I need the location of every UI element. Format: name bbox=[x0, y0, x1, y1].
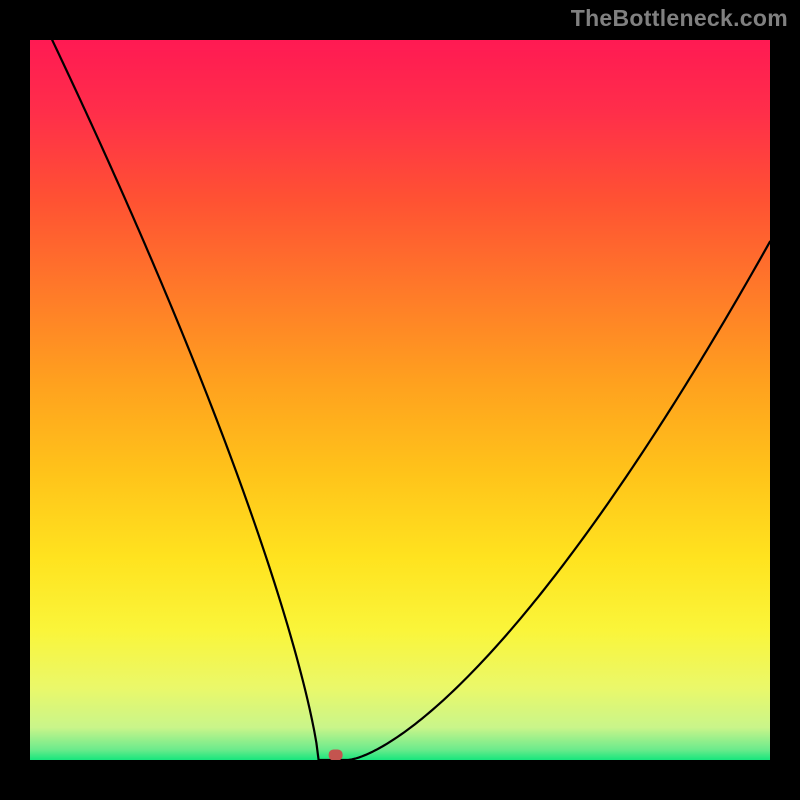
frame-right bbox=[770, 0, 800, 800]
plot-area bbox=[30, 40, 770, 760]
frame-left bbox=[0, 0, 30, 800]
gradient-background bbox=[30, 40, 770, 760]
plot-svg bbox=[30, 40, 770, 760]
watermark-text: TheBottleneck.com bbox=[571, 5, 788, 32]
minimum-marker bbox=[329, 749, 343, 760]
frame-bottom bbox=[0, 760, 800, 800]
